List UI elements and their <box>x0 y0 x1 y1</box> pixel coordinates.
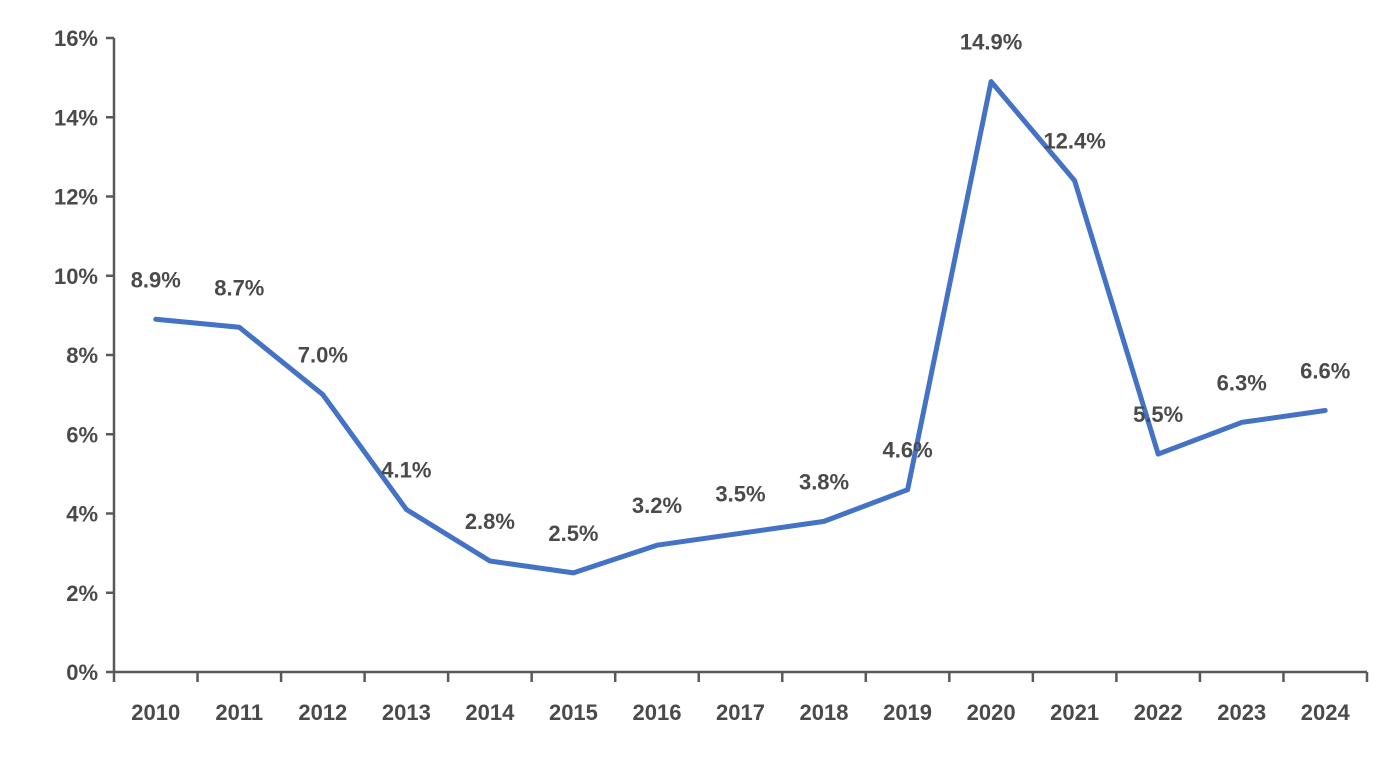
x-tick-label: 2011 <box>215 700 263 725</box>
y-tick-label: 0% <box>66 660 98 685</box>
series-line <box>153 79 1328 576</box>
x-tick-label: 2016 <box>632 700 681 725</box>
y-tick-label: 4% <box>66 502 98 527</box>
series-group <box>153 79 1328 576</box>
data-label: 3.8% <box>799 469 849 494</box>
y-tick-label: 10% <box>54 264 98 289</box>
y-tick-label: 12% <box>54 185 98 210</box>
x-tick-label: 2010 <box>131 700 180 725</box>
data-label: 6.3% <box>1217 370 1267 395</box>
x-tick-label: 2017 <box>716 700 765 725</box>
data-label: 4.6% <box>882 438 932 463</box>
data-label: 5.5% <box>1133 402 1183 427</box>
y-tick-label: 16% <box>54 26 98 51</box>
x-tick-label: 2018 <box>800 700 849 725</box>
data-label: 7.0% <box>298 343 348 368</box>
x-tick-label: 2022 <box>1134 700 1183 725</box>
y-tick-label: 14% <box>54 105 98 130</box>
x-tick-label: 2021 <box>1050 700 1099 725</box>
x-tick-label: 2013 <box>382 700 431 725</box>
x-axis: 2010 2011 2012 2013 2014 2015 2016 2017 2018 2019… <box>112 670 1369 725</box>
data-label: 2.8% <box>465 509 515 534</box>
data-label: 12.4% <box>1043 129 1105 154</box>
x-tick-label: 2024 <box>1301 700 1351 725</box>
data-label: 3.2% <box>632 493 682 518</box>
y-tick-label: 2% <box>66 581 98 606</box>
data-label: 14.9% <box>960 30 1022 55</box>
data-label: 8.9% <box>131 267 181 292</box>
x-tick-label: 2019 <box>883 700 932 725</box>
data-label: 4.1% <box>381 458 431 483</box>
data-label: 2.5% <box>548 521 598 546</box>
data-label: 6.6% <box>1300 358 1350 383</box>
data-label: 8.7% <box>214 275 264 300</box>
y-tick-label: 8% <box>66 343 98 368</box>
x-tick-label: 2012 <box>298 700 347 725</box>
data-labels: 8.9% 8.7% 7.0% 4.1% 2.8% 2.5% 3.2% 3.5% 3.8% 4.6%… <box>131 30 1351 546</box>
y-axis: 0% 2% 4% 6% 8% 10% 12% 14% 16% <box>54 26 116 685</box>
data-label: 3.5% <box>715 481 765 506</box>
y-tick-label: 6% <box>66 422 98 447</box>
x-tick-label: 2023 <box>1217 700 1266 725</box>
x-tick-label: 2020 <box>967 700 1016 725</box>
x-tick-label: 2014 <box>465 700 515 725</box>
x-tick-label: 2015 <box>549 700 598 725</box>
